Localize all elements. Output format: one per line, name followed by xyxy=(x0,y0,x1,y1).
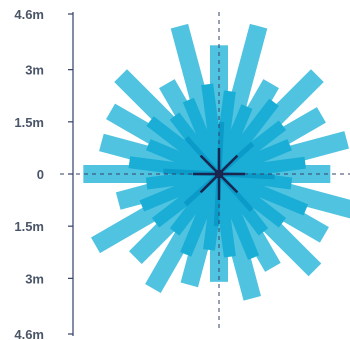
y-axis-ticks xyxy=(68,13,73,335)
y-axis: 4.6m 3m 1.5m 0 1.5m 3m 4.6m xyxy=(14,7,74,340)
bar-s1-19 xyxy=(146,139,222,180)
center-dot xyxy=(214,169,224,179)
y-tick-label-2: 1.5m xyxy=(14,115,44,130)
y-axis-tick-labels: 4.6m 3m 1.5m 0 1.5m 3m 4.6m xyxy=(14,7,44,340)
y-tick-label-1: 3m xyxy=(25,63,44,78)
bars-group xyxy=(83,23,350,301)
y-tick-label-4: 1.5m xyxy=(14,219,44,234)
y-tick-label-6: 4.6m xyxy=(14,327,44,340)
y-tick-label-3: 0 xyxy=(37,167,44,182)
y-tick-label-0: 4.6m xyxy=(14,7,44,22)
bar-s1-13 xyxy=(180,171,225,257)
bar-s1-1 xyxy=(213,104,253,177)
y-tick-label-5: 3m xyxy=(25,271,44,286)
bar-s1-7 xyxy=(216,168,309,216)
